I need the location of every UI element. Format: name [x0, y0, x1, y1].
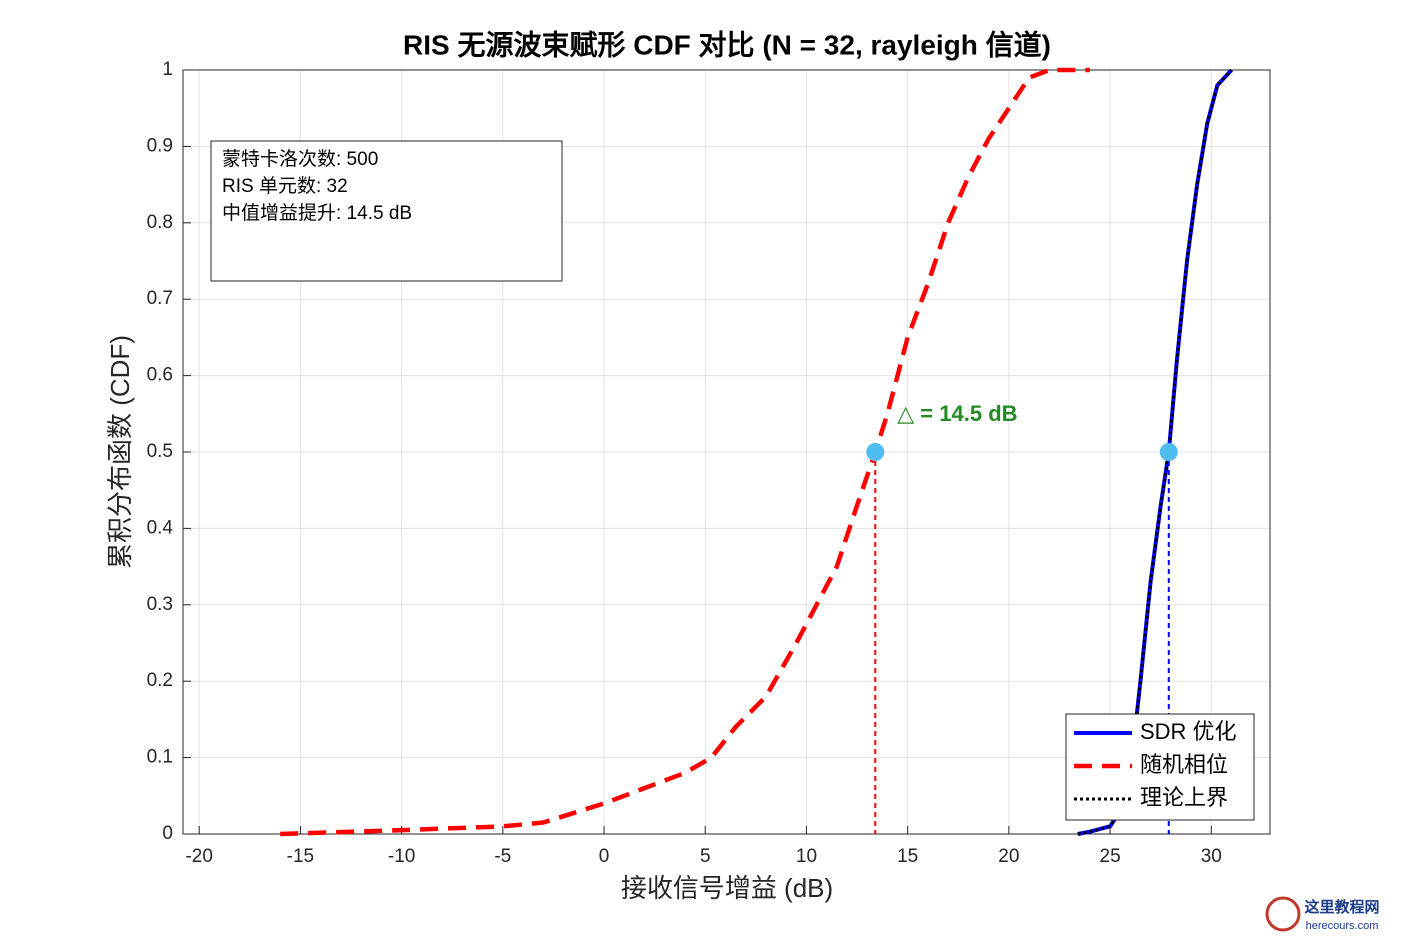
- annotation: △ = 14.5 dB: [897, 401, 1017, 426]
- watermark-url: herecours.com: [1306, 920, 1379, 932]
- info-text: 中值增益提升: 14.5 dB: [222, 202, 412, 224]
- y-tick-label: 0.7: [147, 288, 173, 309]
- legend-label: 理论上界: [1140, 785, 1228, 810]
- y-tick-label: 0: [162, 823, 173, 844]
- y-tick-label: 0.8: [147, 212, 173, 233]
- watermark-logo: [1265, 896, 1301, 932]
- y-tick-label: 0.6: [147, 365, 173, 386]
- y-tick-label: 0.9: [147, 135, 173, 156]
- x-tick-label: 25: [1100, 846, 1121, 867]
- info-box: [210, 140, 563, 282]
- x-tick-label: 20: [998, 846, 1019, 867]
- series-line: [280, 67, 1090, 837]
- info-text: 蒙特卡洛次数: 500: [222, 148, 378, 170]
- x-tick-label: 15: [897, 846, 918, 867]
- legend-label: 随机相位: [1140, 752, 1228, 777]
- median-marker: [1159, 443, 1178, 461]
- y-axis-label: 累积分布函数 (CDF): [105, 335, 135, 569]
- x-axis-label: 接收信号增益 (dB): [621, 873, 833, 903]
- legend-label: SDR 优化: [1140, 719, 1237, 744]
- x-tick-label: -5: [494, 846, 511, 867]
- x-tick-label: 30: [1201, 846, 1222, 867]
- y-tick-label: 0.3: [147, 594, 173, 615]
- chart-title: RIS 无源波束赋形 CDF 对比 (N = 32, rayleigh 信道): [403, 28, 1051, 60]
- y-tick-label: 0.1: [147, 747, 173, 768]
- watermark-name: 这里教程网: [1304, 898, 1379, 916]
- x-tick-label: 5: [700, 846, 711, 867]
- x-tick-label: 0: [599, 846, 610, 867]
- y-tick-label: 1: [162, 59, 173, 80]
- plot-frame: [182, 69, 1271, 835]
- y-tick-label: 0.5: [147, 441, 173, 462]
- x-tick-label: 10: [796, 846, 817, 867]
- y-tick-label: 0.4: [147, 517, 174, 538]
- series-line: [1077, 68, 1233, 836]
- info-text: RIS 单元数: 32: [222, 175, 348, 197]
- x-tick-label: -15: [287, 846, 314, 867]
- y-tick-label: 0.2: [147, 670, 173, 691]
- x-tick-label: -10: [388, 846, 415, 867]
- x-tick-label: -20: [185, 846, 212, 867]
- median-marker: [866, 443, 885, 461]
